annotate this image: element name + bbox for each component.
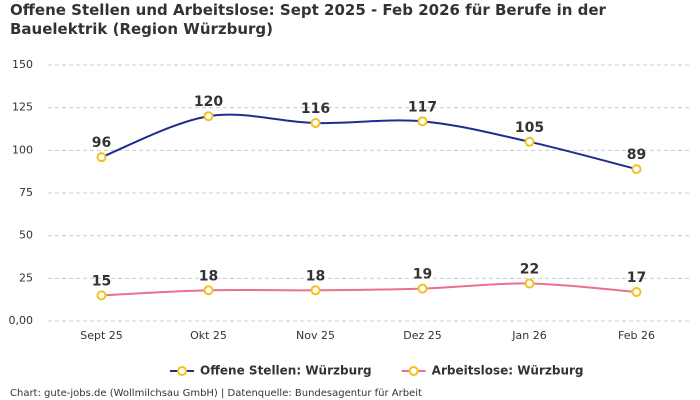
data-label: 105 <box>515 120 544 136</box>
x-tick-label: Sept 25 <box>80 329 123 342</box>
data-label: 116 <box>301 101 330 117</box>
source: Chart: gute-jobs.de (Wollmilchsau GmbH) … <box>10 388 422 399</box>
series-line <box>101 113 637 171</box>
data-label: 17 <box>627 270 646 286</box>
point <box>631 286 642 297</box>
data-label: 18 <box>306 268 325 284</box>
point <box>96 152 107 163</box>
point <box>417 283 428 294</box>
x-tick-label: Dez 25 <box>403 329 442 342</box>
point <box>631 164 642 175</box>
point <box>203 111 214 122</box>
point <box>524 278 535 289</box>
data-label: 120 <box>194 94 223 110</box>
y-tick-label: 25 <box>19 271 33 284</box>
legend-marker <box>177 366 187 376</box>
data-label: 117 <box>408 99 437 115</box>
data-label: 19 <box>413 267 432 283</box>
y-tick-label: 125 <box>12 101 33 114</box>
point <box>524 136 535 147</box>
chart-title: Offene Stellen und Arbeitslose: Sept 202… <box>10 1 606 38</box>
legend-marker <box>408 366 419 376</box>
x-tick-label: Feb 26 <box>618 329 655 342</box>
y-tick-label: 75 <box>19 186 33 199</box>
point <box>417 116 428 127</box>
point <box>96 290 107 301</box>
point <box>310 285 321 296</box>
data-label: 96 <box>92 135 111 151</box>
legend-label: Arbeitslose: Würzburg <box>432 364 584 378</box>
x-tick-label: Nov 25 <box>296 329 335 342</box>
data-label: 15 <box>92 273 111 289</box>
y-tick-label: 150 <box>12 58 33 71</box>
data-label: 89 <box>627 147 646 163</box>
x-tick-label: Okt 25 <box>190 329 227 342</box>
series-line <box>101 282 637 297</box>
y-tick-label: 100 <box>12 143 33 156</box>
point <box>310 118 321 129</box>
point <box>203 285 214 296</box>
legend-label: Offene Stellen: Würzburg <box>200 364 372 378</box>
x-tick-label: Jan 26 <box>511 329 546 342</box>
y-tick-label: 0,00 <box>9 314 34 327</box>
data-label: 22 <box>520 261 539 277</box>
y-tick-label: 50 <box>19 229 33 242</box>
data-label: 18 <box>199 268 218 284</box>
